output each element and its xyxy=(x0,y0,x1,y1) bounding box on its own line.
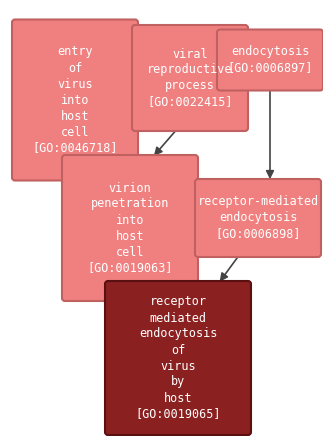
FancyBboxPatch shape xyxy=(12,20,138,181)
Text: receptor-mediated
endocytosis
[GO:0006898]: receptor-mediated endocytosis [GO:000689… xyxy=(197,195,318,241)
FancyBboxPatch shape xyxy=(105,281,251,435)
Text: receptor
mediated
endocytosis
of
virus
by
host
[GO:0019065]: receptor mediated endocytosis of virus b… xyxy=(135,296,221,420)
FancyBboxPatch shape xyxy=(62,155,198,301)
Text: viral
reproductive
process
[GO:0022415]: viral reproductive process [GO:0022415] xyxy=(147,48,233,109)
FancyBboxPatch shape xyxy=(132,25,248,131)
FancyBboxPatch shape xyxy=(195,179,321,257)
Text: entry
of
virus
into
host
cell
[GO:0046718]: entry of virus into host cell [GO:004671… xyxy=(32,45,118,154)
Text: virion
penetration
into
host
cell
[GO:0019063]: virion penetration into host cell [GO:00… xyxy=(87,181,173,275)
Text: endocytosis
[GO:0006897]: endocytosis [GO:0006897] xyxy=(227,45,313,75)
FancyBboxPatch shape xyxy=(217,30,323,91)
